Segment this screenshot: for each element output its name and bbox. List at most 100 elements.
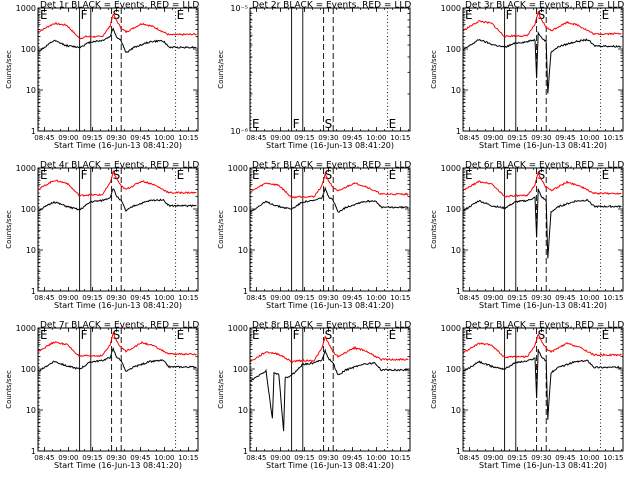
x-tick-label: 09:30: [531, 294, 551, 302]
x-axis-label: Start Time (16-Jun-13 08:41:20): [479, 461, 607, 470]
x-tick-label: 09:45: [342, 454, 362, 462]
y-tick-label: 10: [26, 86, 36, 95]
marker-label: E: [40, 8, 48, 22]
x-axis-label: Start Time (16-Jun-13 08:41:20): [54, 141, 182, 150]
marker-label: E: [389, 168, 397, 182]
x-axis-label: Start Time (16-Jun-13 08:41:20): [54, 301, 182, 310]
plot-frame: [249, 7, 411, 132]
marker-label: E: [177, 328, 185, 342]
y-tick-label: 10: [26, 246, 36, 255]
marker-label: E: [177, 8, 185, 22]
x-tick-label: 09:45: [130, 454, 150, 462]
x-tick-label: 08:45: [459, 294, 479, 302]
panel-title: Det 8r BLACK = Events, RED = LLD: [252, 321, 411, 331]
y-tick-label: 100: [21, 365, 36, 374]
marker-label: S: [325, 168, 333, 182]
plot-frame: [37, 167, 199, 292]
x-tick-label: 10:15: [603, 294, 623, 302]
x-axis-label: Start Time (16-Jun-13 08:41:20): [266, 141, 394, 150]
marker-label: F: [293, 117, 300, 131]
x-tick-label: 09:30: [318, 454, 338, 462]
y-axis-label: Counts/sec: [217, 50, 225, 89]
x-tick-label: 09:30: [531, 134, 551, 142]
y-tick-label: 1000: [228, 164, 248, 173]
x-tick-label: 09:30: [106, 294, 126, 302]
series-line-events: [37, 346, 197, 373]
x-tick-label: 10:15: [390, 454, 410, 462]
y-tick-label: 100: [233, 365, 248, 374]
marker-label: E: [465, 168, 473, 182]
detector-panel-1: Det 1r BLACK = Events, RED = LLD 1 10 100 10…: [5, 1, 199, 151]
marker-label: E: [465, 8, 473, 22]
x-tick-label: 10:15: [390, 134, 410, 142]
marker-label: E: [177, 168, 185, 182]
y-axis-label: Counts/sec: [5, 210, 13, 249]
x-tick-label: 09:15: [294, 134, 314, 142]
y-tick-label: 1000: [441, 4, 461, 13]
x-tick-label: 09:30: [318, 134, 338, 142]
y-tick-label: 1000: [16, 164, 36, 173]
marker-label: S: [325, 117, 333, 131]
x-tick-label: 09:30: [106, 134, 126, 142]
x-tick-label: 09:15: [507, 454, 527, 462]
series-line-lld: [462, 333, 622, 359]
y-axis-label: Counts/sec: [217, 370, 225, 409]
panel-title: Det 1r BLACK = Events, RED = LLD: [40, 1, 199, 11]
marker-label: E: [252, 168, 260, 182]
y-tick-label: 10⁻⁵: [230, 4, 248, 13]
x-tick-label: 10:15: [178, 134, 198, 142]
panel-title: Det 9r BLACK = Events, RED = LLD: [465, 321, 624, 331]
series-line-events: [462, 188, 622, 259]
marker-label: S: [113, 168, 121, 182]
x-tick-label: 10:00: [154, 134, 174, 142]
marker-label: E: [602, 328, 610, 342]
x-tick-label: 10:00: [366, 454, 386, 462]
marker-label: E: [252, 328, 260, 342]
detector-panel-6: Det 6r BLACK = Events, RED = LLD 1 10 100 10…: [430, 161, 624, 311]
x-tick-label: 09:00: [270, 454, 290, 462]
marker-label: E: [252, 117, 260, 131]
x-tick-label: 08:45: [246, 134, 266, 142]
series-line-lld: [37, 332, 197, 358]
marker-label: F: [506, 8, 513, 22]
y-tick-label: 100: [233, 205, 248, 214]
x-tick-label: 09:15: [507, 294, 527, 302]
x-tick-label: 10:15: [603, 454, 623, 462]
y-tick-label: 1: [456, 287, 461, 296]
series-line-events: [249, 186, 409, 213]
y-tick-label: 1: [456, 127, 461, 136]
y-axis-label: Counts/sec: [430, 370, 438, 409]
x-tick-label: 10:00: [579, 294, 599, 302]
x-tick-label: 09:00: [58, 134, 78, 142]
marker-label: E: [602, 8, 610, 22]
y-tick-label: 10⁻⁶: [230, 127, 248, 136]
x-tick-label: 08:45: [246, 294, 266, 302]
x-tick-label: 10:15: [390, 294, 410, 302]
y-tick-label: 100: [446, 205, 461, 214]
y-tick-label: 10: [238, 406, 248, 415]
detector-panel-2: Det 2r BLACK = Events, RED = LLD 10⁻⁶ 10⁻⁵…: [217, 1, 411, 151]
marker-label: F: [81, 328, 88, 342]
y-tick-label: 100: [21, 45, 36, 54]
panel-title: Det 2r BLACK = Events, RED = LLD: [252, 1, 411, 11]
plot-frame: [37, 327, 199, 452]
series-line-lld: [249, 171, 409, 200]
plot-frame: [249, 327, 411, 452]
x-axis-label: Start Time (16-Jun-13 08:41:20): [479, 141, 607, 150]
series-line-lld: [462, 10, 622, 38]
marker-label: F: [81, 8, 88, 22]
x-tick-label: 08:45: [34, 294, 54, 302]
marker-label: F: [293, 168, 300, 182]
x-tick-label: 09:45: [342, 134, 362, 142]
x-tick-label: 10:00: [366, 294, 386, 302]
series-line-events: [37, 27, 197, 54]
series-line-events: [462, 349, 622, 420]
x-tick-label: 09:15: [294, 454, 314, 462]
x-tick-label: 09:45: [130, 294, 150, 302]
marker-label: S: [113, 8, 121, 22]
x-tick-label: 10:00: [154, 294, 174, 302]
marker-label: E: [389, 117, 397, 131]
x-tick-label: 09:00: [483, 134, 503, 142]
x-tick-label: 09:45: [555, 134, 575, 142]
y-axis-label: Counts/sec: [5, 50, 13, 89]
